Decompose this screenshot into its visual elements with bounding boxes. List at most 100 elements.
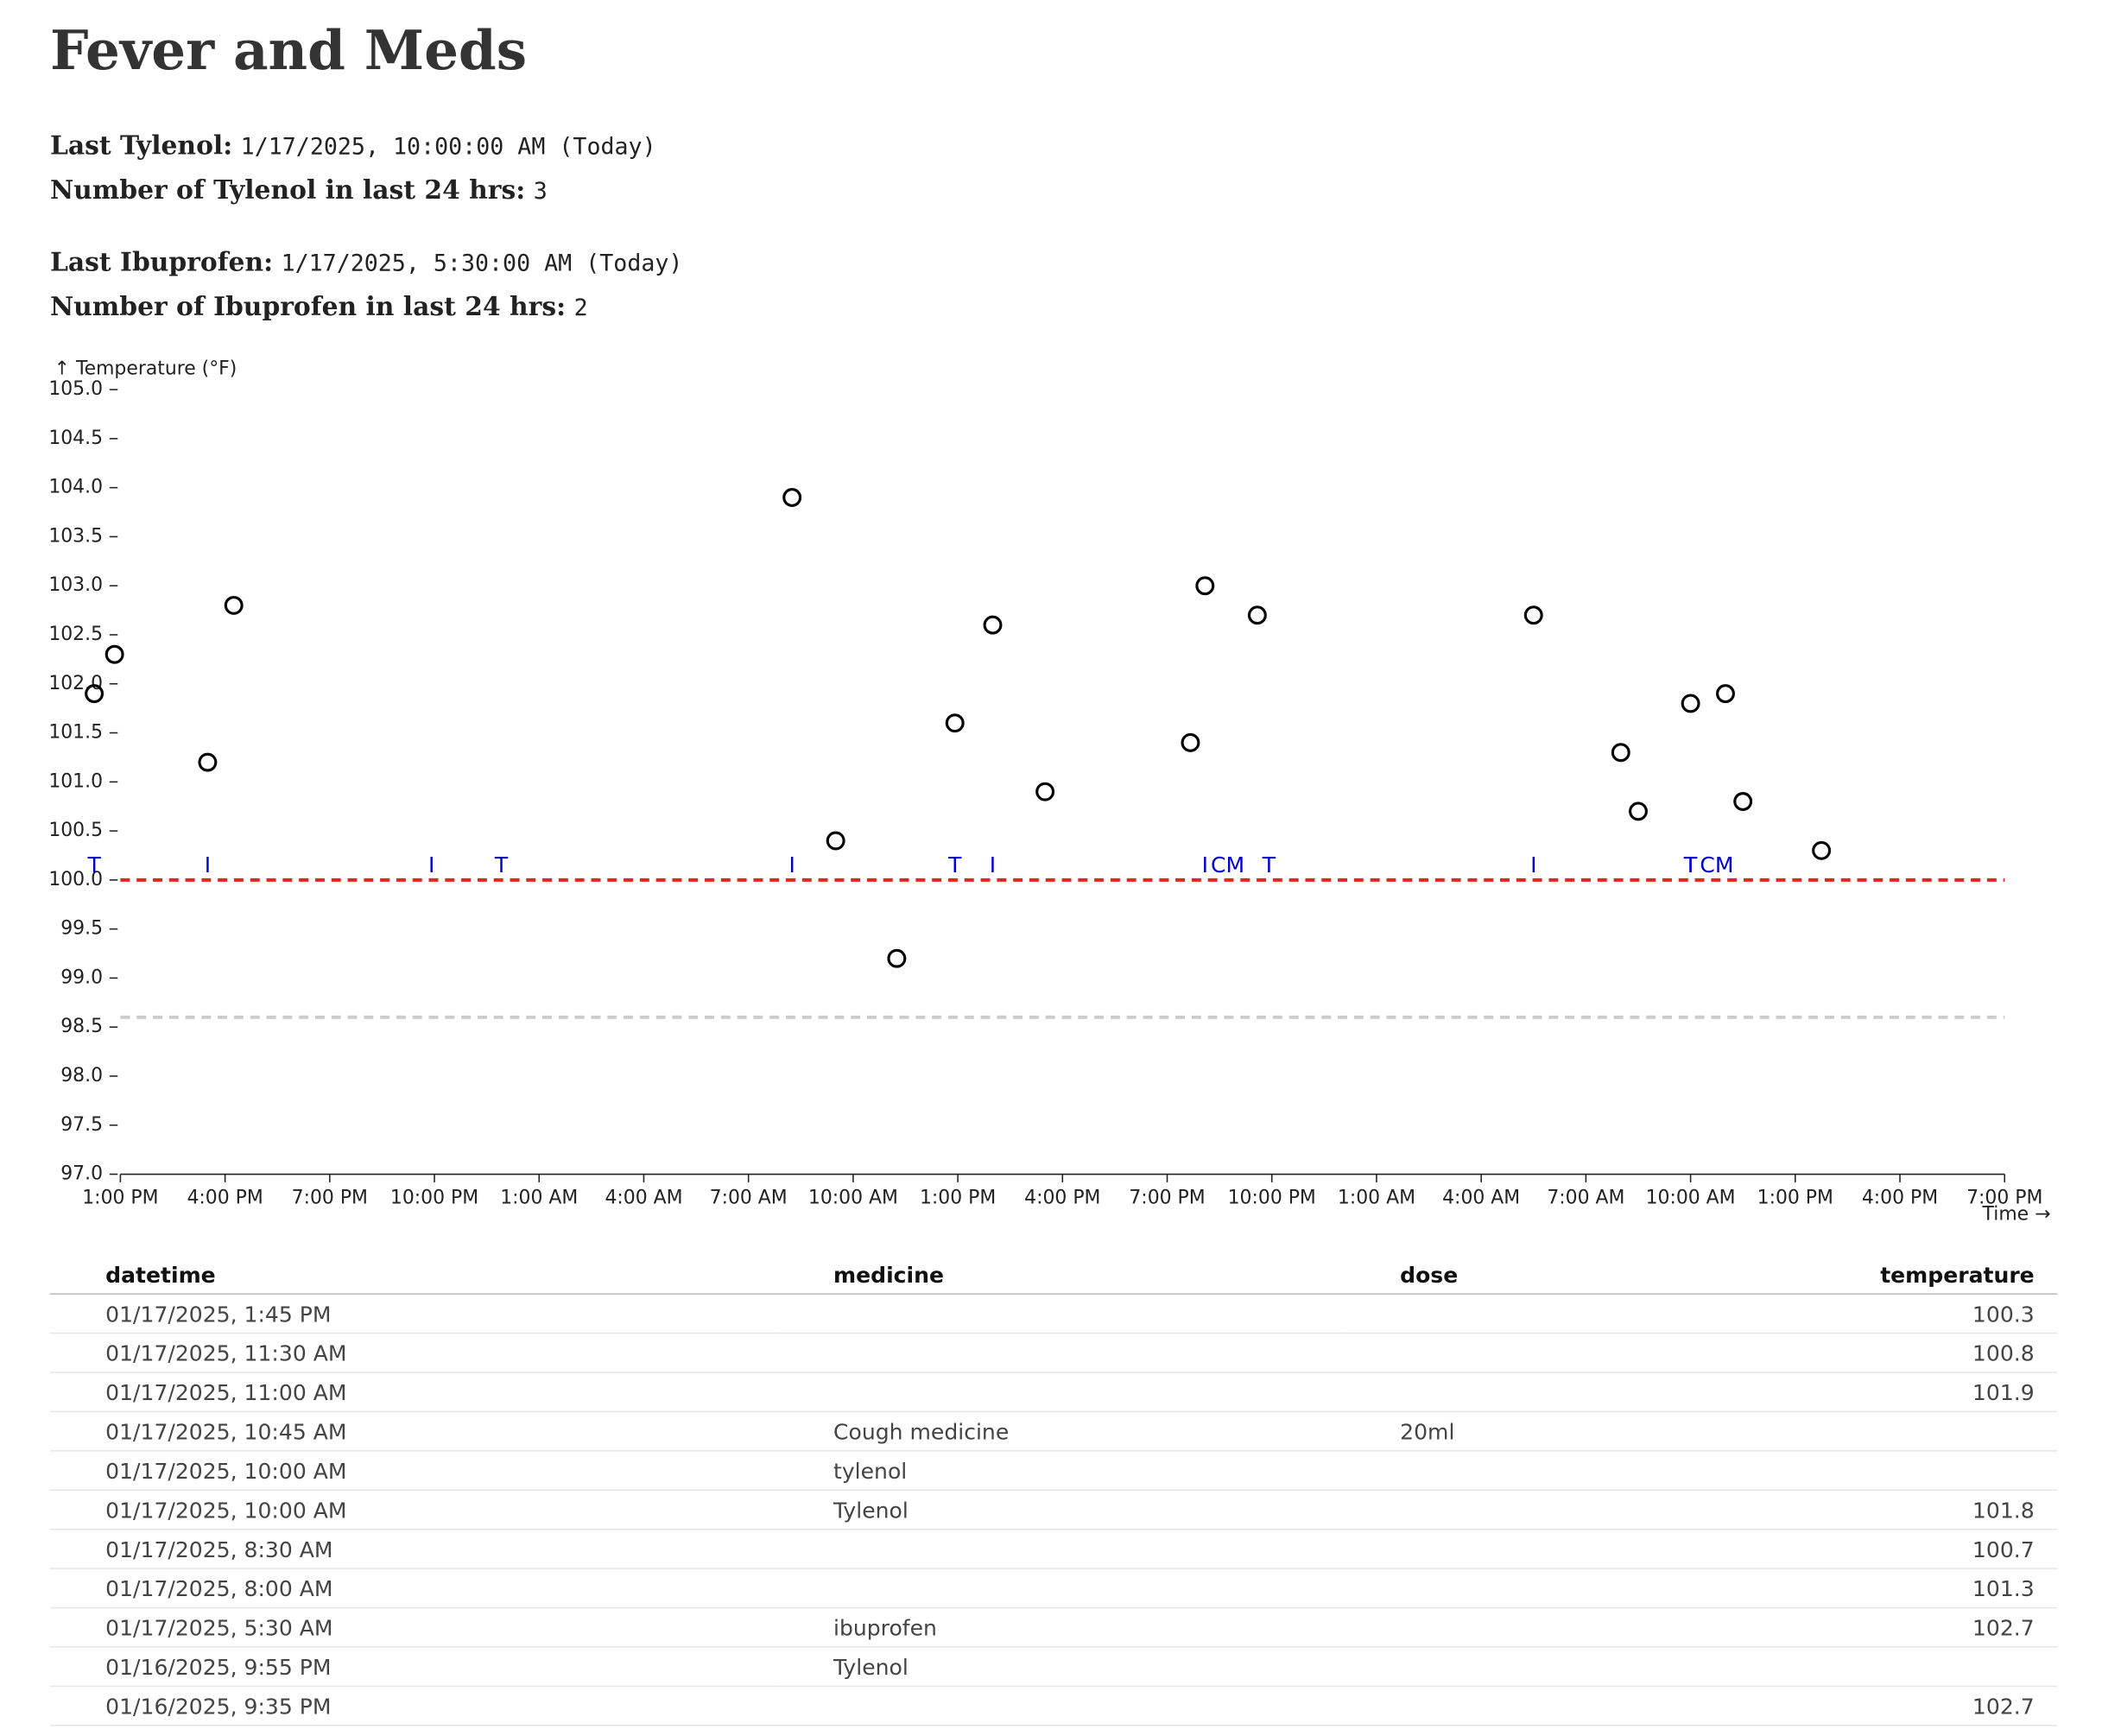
y-tick-label: 103.0 xyxy=(48,574,103,596)
medicine-marker: CM xyxy=(1700,852,1733,878)
table-cell: 01/17/2025, 5:30 AM xyxy=(49,1607,778,1648)
stat-value: 1/17/2025, 10:00:00 AM (Today) xyxy=(240,134,656,162)
table-cell: 01/17/2025, 10:00 AM xyxy=(49,1490,778,1530)
table-cell: 01/17/2025, 1:45 PM xyxy=(49,1294,778,1334)
table-cell: 01/17/2025, 11:30 AM xyxy=(49,1333,778,1373)
column-header: medicine xyxy=(777,1255,1345,1295)
table-cell: cough medicine xyxy=(777,1725,1345,1736)
medicine-marker: T xyxy=(1683,852,1698,878)
medicine-marker: I xyxy=(205,852,211,878)
temperature-point xyxy=(1629,801,1648,821)
table-cell xyxy=(1344,1372,1624,1413)
medicine-marker: T xyxy=(86,852,101,878)
table-cell: 01/16/2025, 8:44 PM xyxy=(49,1725,778,1736)
stat-label: Last Tylenol: xyxy=(49,130,233,162)
x-tick-label: 10:00 PM xyxy=(1228,1188,1316,1209)
table-cell: 102.7 xyxy=(1623,1686,2058,1726)
table-cell: 100.3 xyxy=(1623,1294,2058,1334)
y-tick-label: 102.0 xyxy=(48,673,103,694)
x-tick-label: 1:00 AM xyxy=(500,1188,578,1209)
temperature-point xyxy=(1523,605,1543,625)
medicine-marker: CM xyxy=(1211,852,1244,878)
table-cell xyxy=(1344,1607,1624,1648)
temperature-point xyxy=(1035,782,1055,801)
x-tick-label: 4:00 AM xyxy=(605,1188,682,1209)
temperature-point xyxy=(1716,684,1735,704)
table-cell xyxy=(1623,1725,2058,1736)
table-cell: 102.7 xyxy=(1623,1607,2058,1648)
table-cell: 101.8 xyxy=(1623,1490,2058,1530)
table-cell xyxy=(1344,1450,1624,1492)
table-cell xyxy=(1344,1294,1624,1334)
medicine-marker: T xyxy=(1683,852,1698,878)
temperature-point xyxy=(945,713,965,733)
x-tick-label: 4:00 PM xyxy=(1862,1188,1938,1209)
y-tick-label: 97.0 xyxy=(60,1163,103,1185)
temperature-point xyxy=(1611,743,1630,763)
medicine-marker: I xyxy=(990,852,996,878)
temperature-point xyxy=(887,948,907,968)
table-cell xyxy=(1623,1646,2058,1688)
table-cell: 100.7 xyxy=(1623,1529,2058,1569)
y-tick-label: 99.0 xyxy=(60,966,103,988)
y-tick-label: 105.0 xyxy=(48,378,103,400)
table-cell: 01/16/2025, 9:35 PM xyxy=(49,1686,778,1726)
table-row: 01/17/2025, 11:00 AM 101.9 xyxy=(49,1372,2058,1413)
stat-value: 1/17/2025, 5:30:00 AM (Today) xyxy=(281,250,683,278)
table-cell: Tylenol xyxy=(777,1646,1345,1688)
table-row: 01/17/2025, 5:30 AM ibuprofen 102.7 xyxy=(49,1607,2058,1648)
y-tick-label: 97.5 xyxy=(60,1114,103,1136)
x-tick-label: 1:00 PM xyxy=(1757,1188,1833,1209)
table-row: 01/17/2025, 11:30 AM 100.8 xyxy=(49,1333,2058,1373)
table-cell xyxy=(777,1333,1345,1373)
table-cell: 01/17/2025, 11:00 AM xyxy=(49,1372,778,1413)
y-axis-label: ↑ Temperature (°F) xyxy=(54,358,237,380)
table-row: 01/17/2025, 8:00 AM 101.3 xyxy=(49,1568,2058,1609)
table-row: 01/16/2025, 9:35 PM 102.7 xyxy=(49,1686,2058,1726)
x-tick-label: 7:00 PM xyxy=(1129,1188,1205,1209)
table-cell: 101.9 xyxy=(1623,1372,2058,1413)
temperature-point xyxy=(1733,792,1753,811)
temperature-point xyxy=(85,684,104,704)
column-header: dose xyxy=(1344,1255,1624,1295)
temperature-point xyxy=(224,595,244,615)
table-cell xyxy=(1344,1568,1624,1609)
table-row: 01/17/2025, 10:00 AM tylenol xyxy=(49,1450,2058,1492)
y-tick-label: 98.5 xyxy=(60,1016,103,1037)
table-cell xyxy=(1344,1490,1624,1530)
temperature-point xyxy=(1812,840,1832,860)
table-cell: 100.8 xyxy=(1623,1333,2058,1373)
table-row: 01/16/2025, 9:55 PM Tylenol xyxy=(49,1646,2058,1688)
x-tick-label: 1:00 PM xyxy=(82,1188,158,1209)
temperature-point xyxy=(1195,576,1215,596)
stat-value: 2 xyxy=(573,295,588,322)
x-axis-label: Time → xyxy=(1982,1204,2051,1226)
temperature-point xyxy=(1247,605,1267,625)
table-cell xyxy=(1623,1450,2058,1492)
temperature-point xyxy=(1181,732,1200,752)
medicine-marker: T xyxy=(1262,852,1276,878)
column-header: datetime xyxy=(49,1255,778,1295)
medicine-marker: I xyxy=(428,852,434,878)
table-cell xyxy=(1344,1529,1624,1569)
x-tick-label: 7:00 AM xyxy=(1547,1188,1624,1209)
y-tick-label: 98.0 xyxy=(60,1065,103,1087)
table-cell: Cough medicine xyxy=(777,1411,1345,1452)
x-tick-label: 1:00 AM xyxy=(1338,1188,1415,1209)
table-cell xyxy=(777,1294,1345,1334)
y-tick-label: 101.0 xyxy=(48,770,103,792)
temperature-point xyxy=(198,752,218,772)
table-cell: 01/17/2025, 8:00 AM xyxy=(49,1568,778,1609)
table-cell xyxy=(777,1372,1345,1413)
medicine-marker: I xyxy=(788,852,795,878)
table-cell: 01/17/2025, 10:45 AM xyxy=(49,1411,778,1452)
table-row: 01/17/2025, 10:00 AM Tylenol 101.8 xyxy=(49,1490,2058,1530)
stat-line: Last Tylenol: 1/17/2025, 10:00:00 AM (To… xyxy=(50,124,656,169)
medicine-marker: I xyxy=(1202,852,1208,878)
table-cell xyxy=(777,1529,1345,1569)
medicine-marker: I xyxy=(1530,852,1536,878)
stat-label: Last Ibuprofen: xyxy=(49,247,274,278)
